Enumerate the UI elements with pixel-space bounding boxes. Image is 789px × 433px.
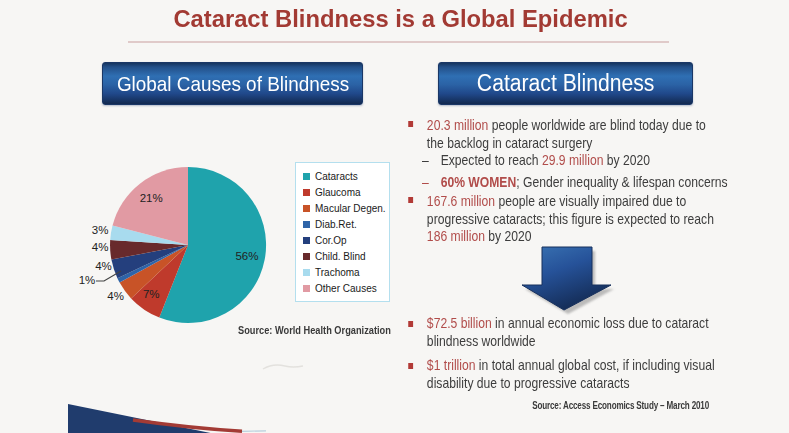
bullet-2: 167.6 million people are visually impair… xyxy=(427,192,714,245)
legend-item: Diab.Ret. xyxy=(303,216,389,232)
pie-label: 7% xyxy=(143,288,160,300)
legend-label: Cor.Op xyxy=(315,235,347,246)
legend-item: Macular Degen. xyxy=(303,200,389,216)
legend-swatch xyxy=(303,205,310,212)
bullet-4: $1 trillion in total annual global cost,… xyxy=(427,356,715,392)
bullet-square xyxy=(408,321,413,327)
pie-label: 4% xyxy=(107,290,124,302)
pie-label: 3% xyxy=(92,224,109,236)
legend-label: Diab.Ret. xyxy=(315,219,357,230)
bullet-3: $72.5 billion in annual economic loss du… xyxy=(427,314,709,350)
legend-swatch xyxy=(303,173,310,180)
sub-bullet-2: –60% WOMEN; Gender inequality & lifespan… xyxy=(422,173,728,191)
legend-item: Cor.Op xyxy=(303,232,389,248)
legend-item: Other Causes xyxy=(303,280,389,296)
pie-chart xyxy=(110,167,266,323)
banner-faint-line xyxy=(242,431,266,432)
legend-swatch xyxy=(303,285,310,292)
bullet-square xyxy=(408,121,413,127)
legend-swatch xyxy=(303,221,310,228)
pie-legend: Cataracts Glaucoma Macular Degen. Diab.Ret.… xyxy=(295,162,390,302)
pie-label: 1% xyxy=(79,274,96,286)
right-panel: 20.3 million people worldwide are blind … xyxy=(405,0,761,433)
pie-label: 4% xyxy=(95,260,112,272)
pie-label: 4% xyxy=(92,241,109,253)
pie-label: 21% xyxy=(140,192,163,204)
legend-item: Cataracts xyxy=(303,168,389,184)
scan-smudge xyxy=(263,365,303,369)
legend-swatch xyxy=(303,269,310,276)
bullet-1: 20.3 million people worldwide are blind … xyxy=(427,116,706,151)
legend-item: Child. Blind xyxy=(303,248,389,264)
legend-label: Child. Blind xyxy=(315,251,366,262)
legend-label: Glaucoma xyxy=(315,187,361,198)
legend-swatch xyxy=(303,237,310,244)
legend-label: Cataracts xyxy=(315,171,358,182)
legend-item: Trachoma xyxy=(303,264,389,280)
pie-label: 56% xyxy=(235,250,258,262)
legend-item: Glaucoma xyxy=(303,184,389,200)
left-source: Source: World Health Organization xyxy=(238,324,391,336)
bullet-square xyxy=(408,197,413,203)
legend-label: Trachoma xyxy=(315,267,360,278)
right-source: Source: Access Economics Study – March 2… xyxy=(532,400,709,411)
legend-label: Other Causes xyxy=(315,283,377,294)
legend-label: Macular Degen. xyxy=(315,203,386,214)
sub-bullet-1: –Expected to reach 29.9 million by 2020 xyxy=(422,151,650,169)
bullet-square xyxy=(408,363,413,369)
slide: Cataract Blindness is a Global Epidemic … xyxy=(0,0,789,433)
legend-swatch xyxy=(303,253,310,260)
legend-swatch xyxy=(303,189,310,196)
